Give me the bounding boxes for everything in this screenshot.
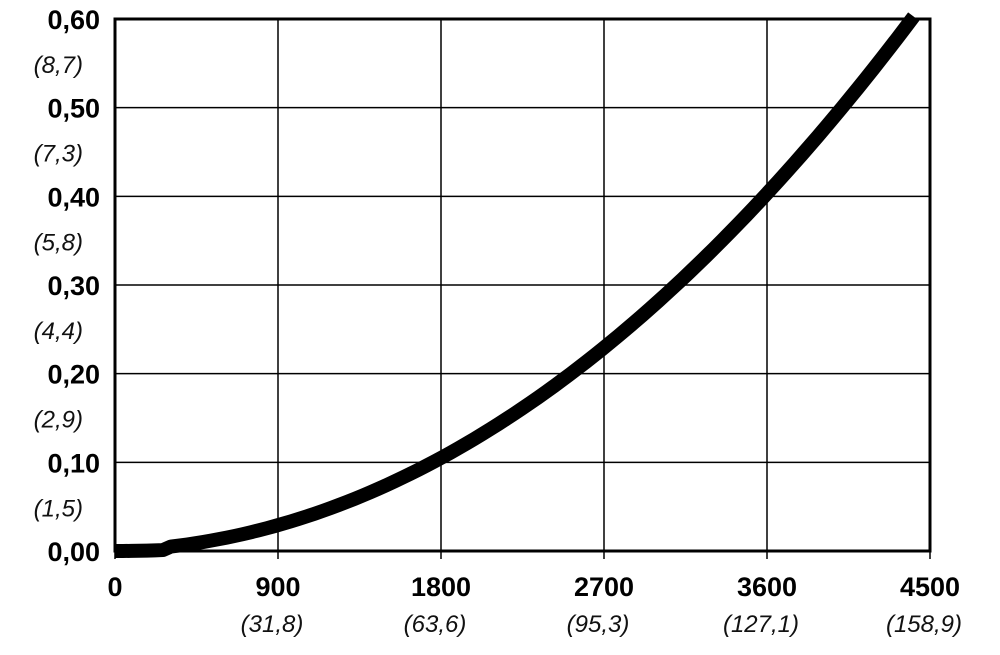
data-series-curve bbox=[114, 12, 920, 558]
y-tick-sublabel: (7,3) bbox=[34, 141, 83, 168]
y-tick-sublabel: (1,5) bbox=[34, 495, 83, 522]
grid-lines bbox=[114, 19, 931, 559]
x-tick-label: 0 bbox=[107, 572, 122, 602]
x-tick-label: 2700 bbox=[574, 572, 634, 602]
y-tick-sublabel: (4,4) bbox=[34, 318, 83, 345]
y-tick-sublabel: (5,8) bbox=[34, 229, 83, 256]
x-tick-sublabel: (95,3) bbox=[567, 611, 630, 638]
y-tick-label: 0,10 bbox=[47, 448, 100, 478]
x-tick-sublabel: (158,9) bbox=[886, 611, 962, 638]
y-tick-label: 0,60 bbox=[47, 5, 100, 35]
x-tick-label: 1800 bbox=[411, 572, 471, 602]
y-tick-label: 0,30 bbox=[47, 271, 100, 301]
y-tick-sublabel: (2,9) bbox=[34, 407, 83, 434]
plot-frame bbox=[113, 17, 932, 553]
y-tick-sublabel: (8,7) bbox=[34, 52, 83, 79]
x-tick-label: 900 bbox=[255, 572, 300, 602]
x-tick-sublabel: (127,1) bbox=[723, 611, 799, 638]
y-tick-label: 0,00 bbox=[47, 537, 100, 567]
y-tick-label: 0,40 bbox=[47, 182, 100, 212]
y-tick-label: 0,20 bbox=[47, 360, 100, 390]
x-tick-label: 3600 bbox=[737, 572, 797, 602]
tick-labels: 0 900 (31,8) 1800 (63,6) 2700 (95,3) 3600 (127,1… bbox=[34, 5, 962, 638]
y-tick-label: 0,50 bbox=[47, 94, 100, 124]
x-tick-label: 4500 bbox=[900, 572, 960, 602]
x-tick-sublabel: (63,6) bbox=[404, 611, 467, 638]
x-tick-sublabel: (31,8) bbox=[241, 611, 304, 638]
